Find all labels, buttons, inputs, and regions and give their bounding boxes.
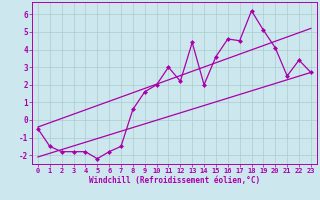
X-axis label: Windchill (Refroidissement éolien,°C): Windchill (Refroidissement éolien,°C) bbox=[89, 176, 260, 185]
